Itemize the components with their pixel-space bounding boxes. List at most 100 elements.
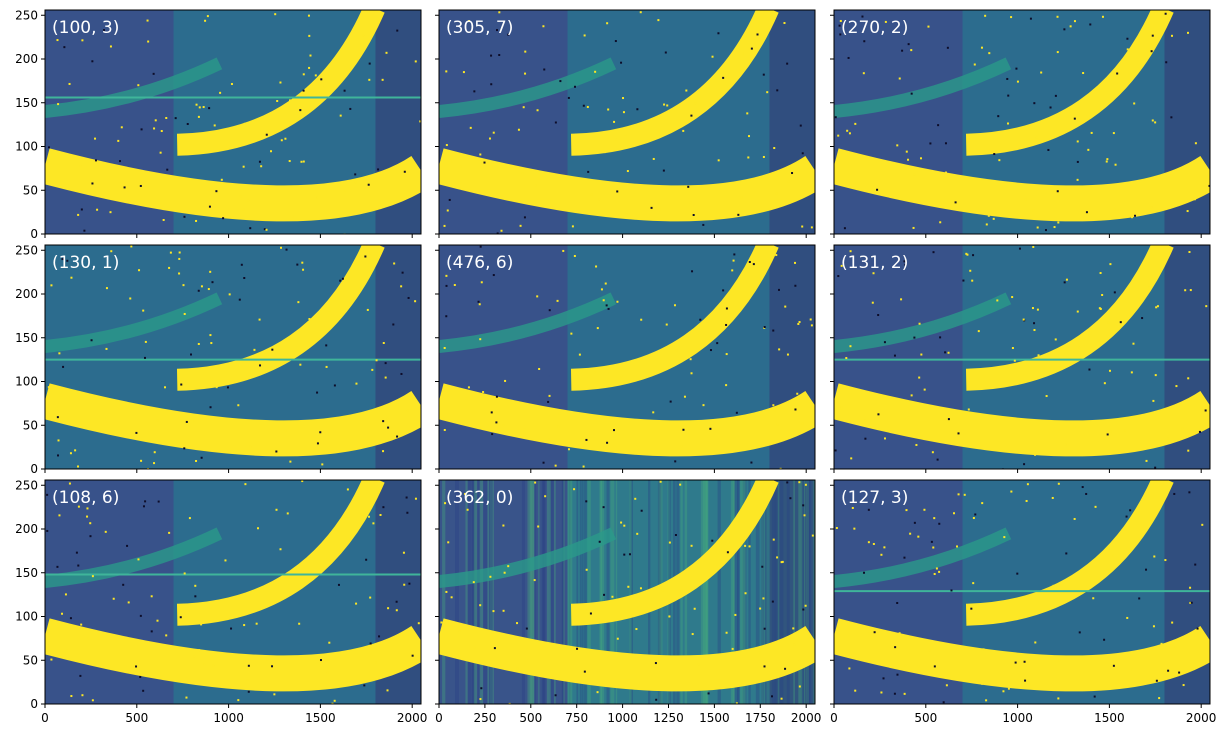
speckle (498, 53, 501, 56)
lower-order-trace (439, 618, 815, 692)
lower-order-trace (45, 148, 421, 222)
speckle (1082, 72, 1085, 75)
speckle (298, 622, 301, 625)
speckle (56, 565, 59, 568)
speckle (804, 604, 807, 607)
speckle (445, 144, 448, 147)
speckle (1116, 72, 1119, 75)
speckle (183, 572, 186, 575)
speckle (936, 458, 939, 461)
speckle (910, 394, 913, 397)
speckle (726, 76, 729, 79)
speckle (243, 624, 246, 627)
speckle (839, 33, 842, 36)
speckle (320, 78, 323, 81)
speckle (758, 651, 761, 654)
speckle (661, 589, 664, 592)
speckle (534, 184, 537, 187)
lower-order-trace (439, 148, 815, 222)
speckle (687, 185, 690, 188)
speckle (209, 270, 212, 273)
speckle (265, 133, 268, 136)
speckle (1138, 597, 1141, 600)
speckle (604, 151, 607, 154)
speckle (797, 322, 800, 325)
speckle (126, 189, 129, 192)
y-tick-label: 200 (15, 52, 38, 66)
speckle (153, 127, 156, 130)
speckle (1125, 515, 1128, 518)
speckle (1025, 499, 1028, 502)
speckle (668, 615, 671, 618)
speckle (1112, 664, 1115, 667)
speckle (1052, 584, 1055, 587)
speckle (371, 368, 374, 371)
speckle (763, 488, 766, 491)
speckle (215, 386, 218, 389)
speckle (299, 109, 302, 112)
speckle (1198, 430, 1201, 433)
speckle (57, 454, 60, 457)
speckle (61, 612, 64, 615)
speckle (548, 394, 551, 397)
speckle (188, 517, 191, 520)
speckle (1124, 429, 1127, 432)
speckle (786, 353, 789, 356)
speckle (341, 277, 344, 280)
noise-column (549, 480, 554, 704)
speckle (697, 663, 700, 666)
speckle (414, 497, 417, 500)
speckle (1078, 346, 1081, 349)
speckle (465, 397, 468, 400)
speckle (680, 445, 683, 448)
speckle (702, 223, 705, 226)
speckle (472, 581, 475, 584)
speckle (613, 120, 616, 123)
speckle (1037, 363, 1040, 366)
speckle (1099, 307, 1102, 310)
speckle (733, 253, 736, 256)
y-tick-label: 50 (23, 418, 38, 432)
speckle (1131, 668, 1134, 671)
speckle (1103, 382, 1106, 385)
speckle (735, 702, 738, 704)
speckle (328, 641, 331, 644)
speckle (286, 512, 289, 515)
speckle (759, 607, 762, 610)
speckle (104, 530, 107, 533)
speckle (102, 29, 105, 32)
speckle (275, 508, 278, 511)
speckle (1155, 306, 1158, 309)
noise-column (538, 480, 540, 704)
speckle (70, 276, 73, 279)
speckle (1150, 206, 1153, 209)
speckle (898, 77, 901, 80)
speckle (741, 52, 744, 55)
speckle (538, 367, 541, 370)
speckle (1073, 426, 1076, 429)
speckle (920, 353, 923, 356)
speckle (595, 265, 598, 268)
speckle (297, 301, 300, 304)
speckle (652, 411, 655, 414)
noise-column (717, 480, 721, 704)
speckle (772, 329, 775, 332)
speckle (602, 506, 605, 509)
speckle (69, 452, 72, 455)
speckle (77, 465, 80, 468)
noise-column (567, 480, 571, 704)
speckle (1106, 433, 1109, 436)
speckle (623, 553, 626, 556)
speckle (893, 354, 896, 357)
speckle (586, 608, 589, 611)
panel-4: (130, 1) 0 50 100 150 200 250 (15, 243, 422, 476)
speckle (615, 138, 618, 141)
speckle (369, 642, 372, 645)
speckle (834, 449, 837, 452)
speckle (1145, 459, 1148, 462)
speckle (905, 150, 908, 153)
speckle (244, 483, 247, 486)
noise-column (471, 480, 475, 704)
noise-column (705, 480, 709, 704)
speckle (1078, 631, 1081, 634)
